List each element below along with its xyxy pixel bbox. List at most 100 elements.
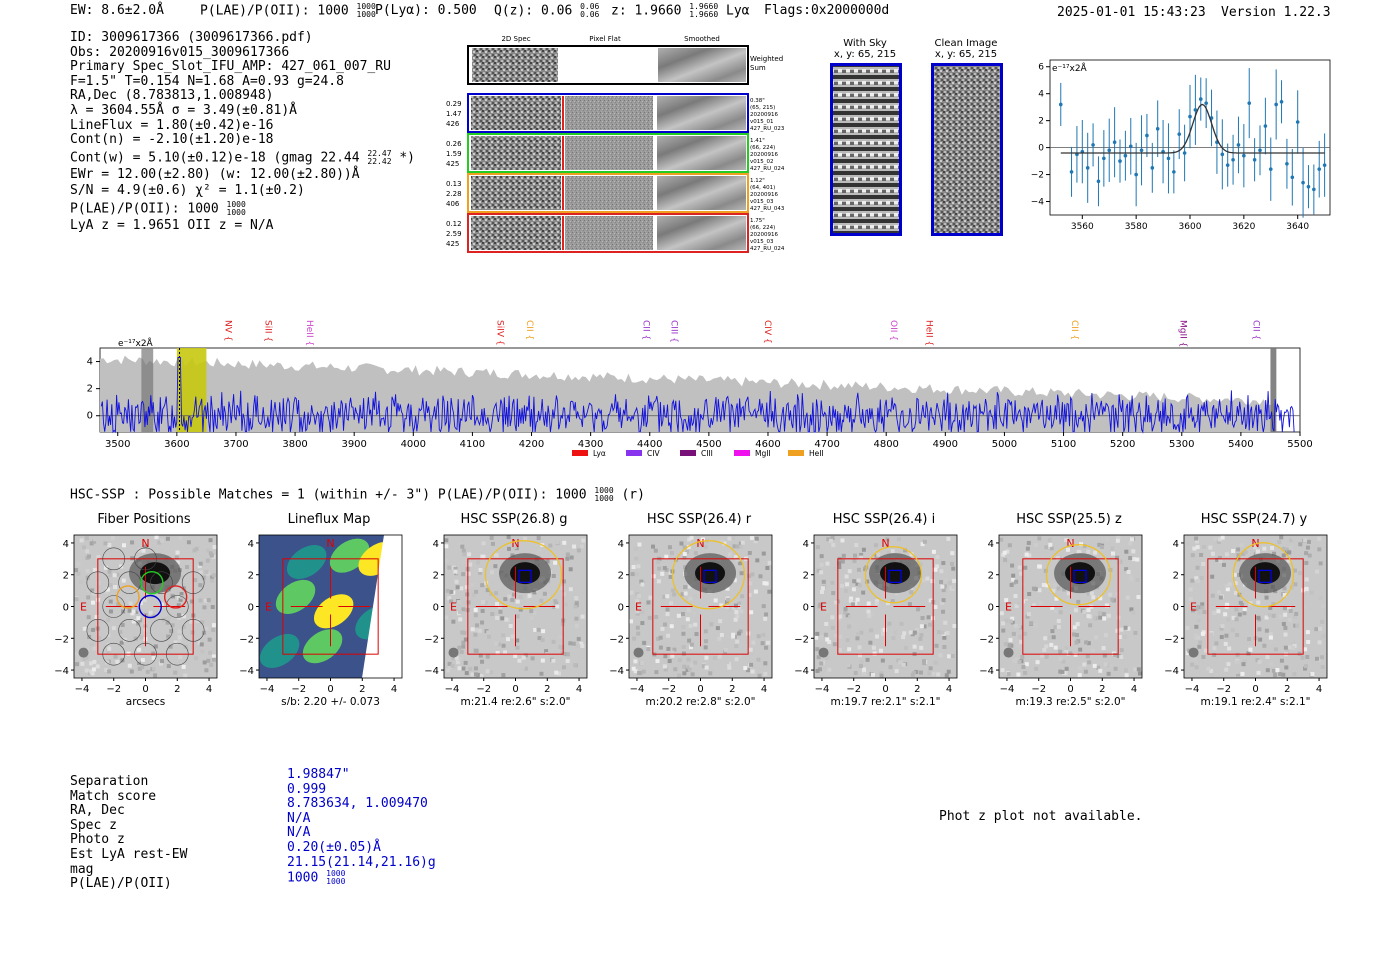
hsc-pixel xyxy=(815,669,820,674)
hsc-pixel xyxy=(1115,555,1120,560)
hsc-pixel xyxy=(931,549,936,554)
hsc-xtick-label: 4 xyxy=(1316,684,1322,695)
hsc-pixel xyxy=(1044,545,1049,550)
hsc-pixel xyxy=(560,651,565,656)
hsc-pixel xyxy=(748,647,753,652)
hsc-pixel xyxy=(914,627,919,632)
hsc-pixel xyxy=(753,539,758,544)
hsc-pixel xyxy=(136,658,141,663)
hsc-pixel xyxy=(1107,557,1112,562)
clean-image-title: Clean Image x, y: 65, 215 xyxy=(921,38,1011,60)
hsc-pixel xyxy=(497,642,502,647)
zoom-gaussian-fit xyxy=(1060,103,1325,154)
hsc-pixel xyxy=(754,536,759,541)
match-plae-frac: 1000 1000 xyxy=(326,869,346,887)
hsc-pixel xyxy=(1305,655,1310,660)
hsc-pixel xyxy=(1256,615,1261,620)
full-xtick-label: 4000 xyxy=(401,439,426,450)
hsc-pixel xyxy=(899,621,904,626)
hsc-pixel xyxy=(847,647,852,652)
zoom-point xyxy=(1274,102,1278,107)
hsc-pixel xyxy=(180,583,185,588)
hsc-pixel xyxy=(854,543,859,548)
hsc-pixel xyxy=(1188,587,1193,592)
hsc-ytick-label: −2 xyxy=(424,634,439,645)
hsc-pixel xyxy=(159,659,164,664)
hsc-pixel xyxy=(743,666,748,671)
hsc-pixel xyxy=(952,624,957,629)
hsc-pixel xyxy=(490,570,495,575)
cutout-row-right-info: 0.38" xyxy=(750,98,765,104)
hsc-pixel xyxy=(726,597,731,602)
hsc-pixel xyxy=(127,608,132,613)
hsc-pixel xyxy=(1123,634,1128,639)
hsc-pixel xyxy=(532,610,537,615)
hsc-pixel xyxy=(106,617,111,622)
full-emission-label: NV { xyxy=(222,320,232,341)
hsc-pixel xyxy=(461,644,466,649)
hsc-pixel xyxy=(727,552,732,557)
hsc-ytick-label: 0 xyxy=(988,603,994,614)
hsc-pixel xyxy=(1008,619,1013,624)
hsc-pixel xyxy=(176,603,181,608)
header-plae-label: P(LAE)/P(OII): 1000 xyxy=(200,3,349,19)
hsc-pixel xyxy=(447,661,452,666)
hsc-pixel xyxy=(858,653,863,658)
hsc-pixel xyxy=(763,616,768,621)
zoom-point xyxy=(1242,153,1246,158)
hsc-pixel xyxy=(542,591,547,596)
hsc-pixel xyxy=(1077,673,1082,678)
hsc-pixel xyxy=(103,565,108,570)
hsc-pixel xyxy=(1079,542,1084,547)
hsc-pixel xyxy=(898,660,903,665)
full-legend-label: HeII xyxy=(809,449,824,458)
hsc-panel-title: HSC SSP(25.5) z xyxy=(1016,512,1122,527)
full-emission-label: OII { xyxy=(888,320,898,341)
hsc-pixel xyxy=(90,588,95,593)
hsc-pixel xyxy=(1264,615,1269,620)
hsc-pixel xyxy=(815,545,820,550)
hsc-pixel xyxy=(84,536,89,541)
hsc-pixel xyxy=(1185,626,1190,631)
hsc-pixel xyxy=(1291,645,1296,650)
hsc-pixel xyxy=(823,632,828,637)
hsc-pixel xyxy=(544,649,549,654)
cutout-header-smoothed: Smoothed xyxy=(684,35,720,43)
hsc-pixel xyxy=(131,619,136,624)
hsc-pixel xyxy=(115,659,120,664)
hsc-panel: Lineflux Map xyxy=(229,512,429,527)
hsc-pixel xyxy=(113,654,118,659)
hsc-pixel xyxy=(747,573,752,578)
info-primary-spec: Primary Spec_Slot_IFU_AMP: 427_061_007_R… xyxy=(70,59,391,75)
zoom-ytick-label: 4 xyxy=(1038,90,1044,100)
hsc-pixel xyxy=(1295,623,1300,628)
hsc-xtick-label: −4 xyxy=(1185,684,1200,695)
zoom-point xyxy=(1306,184,1311,189)
hsc-pixel xyxy=(449,589,454,594)
hsc-pixel xyxy=(1197,610,1202,615)
hsc-pixel xyxy=(819,570,824,575)
fiber-circle xyxy=(86,571,110,594)
hsc-pixel xyxy=(912,644,917,649)
zoom-point xyxy=(1301,180,1305,185)
hsc-xtick-label: 2 xyxy=(359,684,365,695)
hsc-pixel xyxy=(655,659,660,664)
hsc-pixel xyxy=(569,555,574,560)
north-label: N xyxy=(326,537,334,550)
cutout-row-smoothed xyxy=(657,176,746,210)
hsc-pixel xyxy=(204,668,209,673)
hsc-pixel xyxy=(689,535,694,540)
hsc-pixel xyxy=(1068,540,1073,545)
hsc-pixel xyxy=(1011,580,1016,585)
cutout-row-right-info: (65, 215) xyxy=(750,105,775,111)
hsc-pixel xyxy=(868,640,873,645)
match-value: 8.783634, 1.009470 xyxy=(287,796,428,812)
full-ytick-label: 0 xyxy=(87,411,93,422)
gmag-num: 22.47 xyxy=(367,148,392,158)
hsc-pixel xyxy=(572,544,577,549)
with-sky-title: With Sky x, y: 65, 215 xyxy=(820,38,910,60)
full-spectrum-line xyxy=(100,357,1295,434)
hsc-pixel xyxy=(1126,570,1131,575)
hsc-pixel xyxy=(764,645,769,650)
hsc-pixel xyxy=(1200,631,1205,636)
